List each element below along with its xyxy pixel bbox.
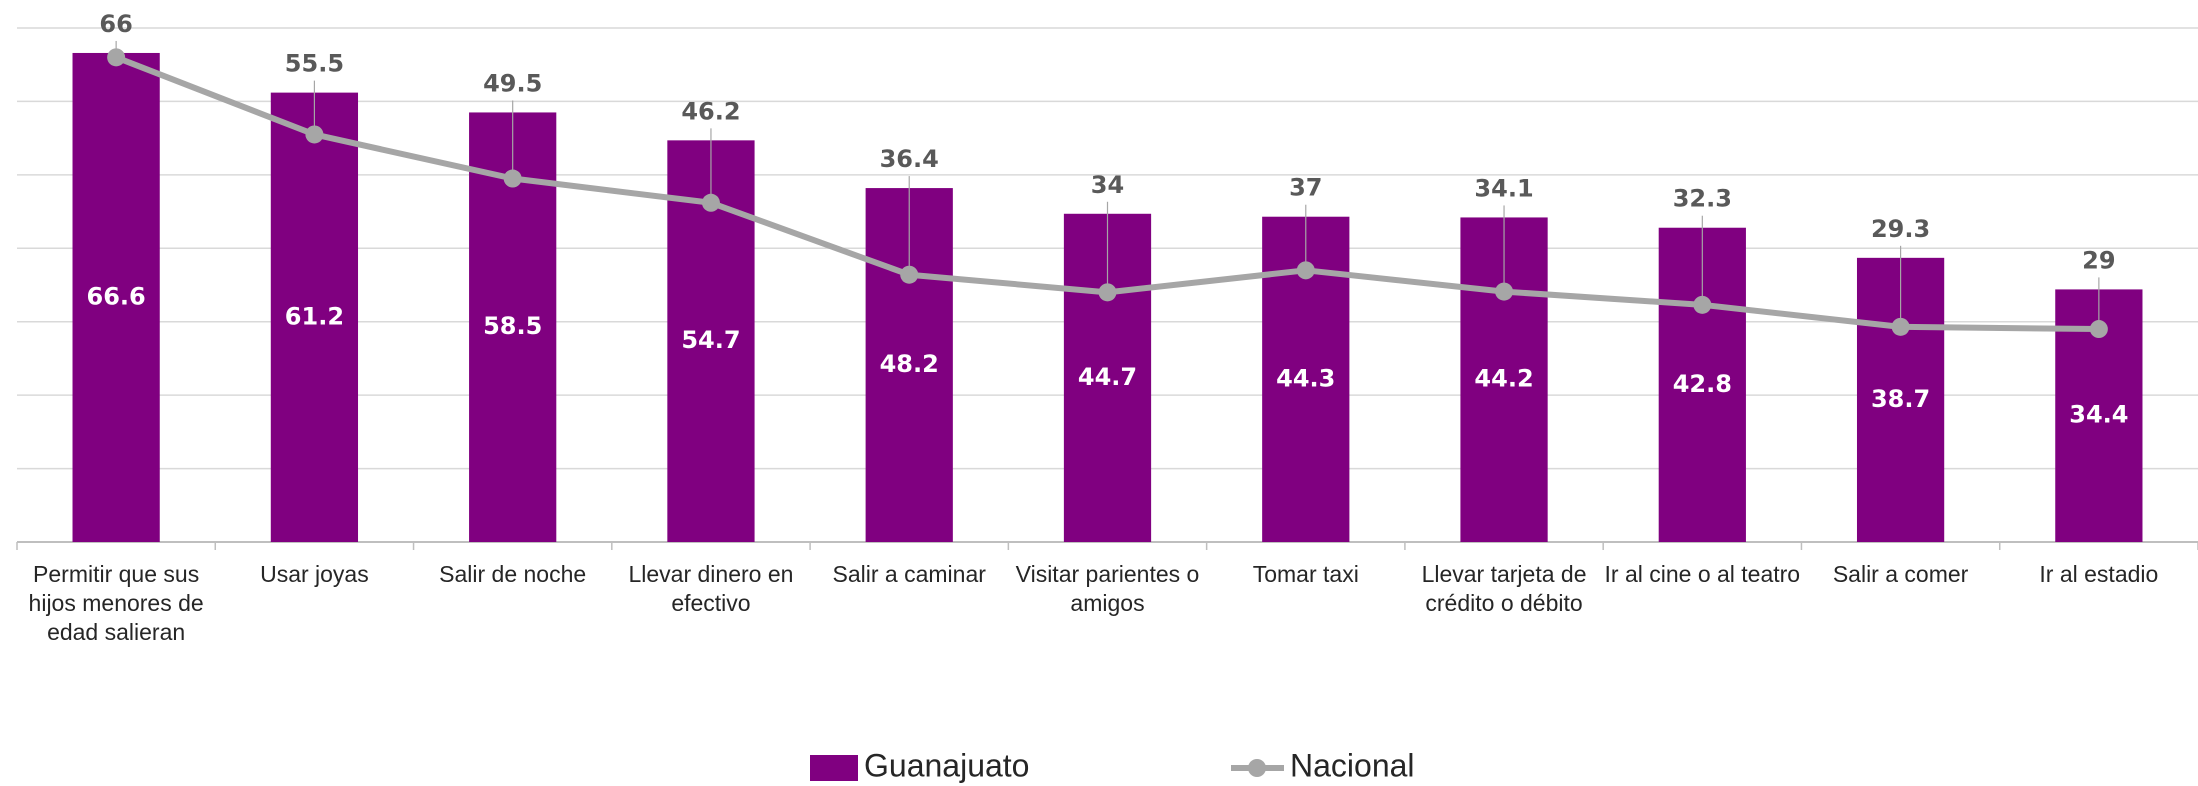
bar — [72, 52, 160, 543]
data-label: 54.7 — [681, 326, 740, 354]
data-label: 29 — [2082, 246, 2115, 274]
x-tick-label: Salir a comer — [1832, 561, 1969, 587]
x-tick-label: Permitir que sus hijos menores de edad s… — [28, 561, 204, 645]
legend-swatch — [810, 755, 858, 781]
legend-label: Guanajuato — [864, 747, 1029, 783]
data-label: 66.6 — [87, 282, 146, 310]
data-label: 66 — [99, 10, 132, 38]
line-point — [1693, 295, 1712, 314]
x-tick-label: Ir al cine o al teatro — [1604, 561, 1801, 587]
x-tick-label: Usar joyas — [260, 561, 369, 587]
data-label: 49.5 — [483, 69, 542, 97]
data-label: 42.8 — [1673, 370, 1732, 398]
line-point — [1891, 317, 1910, 336]
data-label: 46.2 — [681, 97, 740, 125]
data-label: 48.2 — [880, 350, 939, 378]
data-label: 61.2 — [285, 302, 344, 330]
x-tick-label: Llevar tarjeta de crédito o débito — [1421, 561, 1587, 616]
x-tick-label: Salir a caminar — [832, 561, 986, 587]
legend-marker — [1248, 759, 1266, 777]
data-label: 32.3 — [1673, 185, 1732, 213]
data-label: 36.4 — [880, 145, 939, 173]
line-point — [1098, 283, 1117, 302]
bar — [270, 92, 359, 543]
x-tick-label: Ir al estadio — [2039, 561, 2159, 587]
line-point — [1495, 282, 1514, 301]
x-tick-label: Visitar parientes o amigos — [1015, 561, 1200, 616]
line-point — [503, 169, 522, 188]
data-label: 44.7 — [1078, 363, 1137, 391]
x-tick-label: Salir de noche — [439, 561, 587, 587]
line-point — [305, 125, 324, 144]
line-point — [701, 193, 720, 212]
data-label: 44.2 — [1474, 365, 1533, 393]
data-label: 38.7 — [1871, 385, 1930, 413]
data-label: 34 — [1091, 171, 1124, 199]
line-point — [107, 48, 126, 67]
data-label: 58.5 — [483, 312, 542, 340]
line-point — [2089, 320, 2108, 339]
x-tick-label: Llevar dinero en efectivo — [628, 561, 794, 616]
data-label: 29.3 — [1871, 215, 1930, 243]
data-label: 55.5 — [285, 50, 344, 78]
legend-label: Nacional — [1290, 747, 1415, 783]
line-point — [1296, 261, 1315, 280]
data-label: 34.1 — [1474, 174, 1533, 202]
data-label: 37 — [1289, 174, 1322, 202]
data-label: 44.3 — [1276, 364, 1335, 392]
line-point — [900, 265, 919, 284]
x-tick-label: Tomar taxi — [1252, 561, 1359, 587]
data-label: 34.4 — [2069, 401, 2128, 429]
